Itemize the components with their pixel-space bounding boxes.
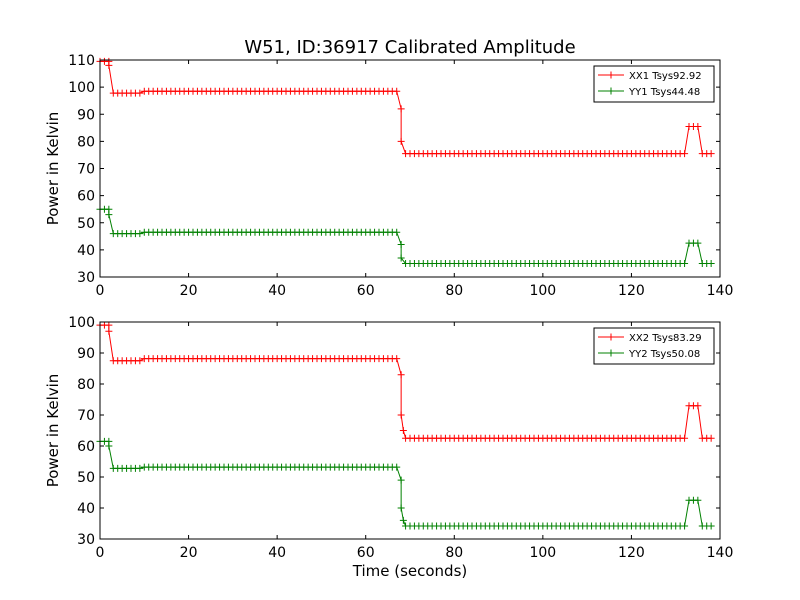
x-tick-label: 120 <box>618 283 645 299</box>
y-tick-label: 40 <box>77 243 95 259</box>
y-tick-label: 50 <box>77 216 95 232</box>
data-point <box>397 240 405 248</box>
panel-2: 0 20 40 60 80 100 120 140 30 40 50 60 70 80 90 100 Power… <box>44 315 733 561</box>
data-point <box>397 476 405 484</box>
x-tick-label: 40 <box>268 283 286 299</box>
y-tick-label: 60 <box>77 439 95 455</box>
data-point <box>397 411 405 419</box>
legend-label: XX1 Tsys92.92 <box>629 71 702 82</box>
legend-label: YY1 Tsys44.48 <box>628 87 700 98</box>
data-point <box>694 122 702 130</box>
x-tick-label: 120 <box>618 545 645 561</box>
data-point <box>393 355 401 363</box>
x-tick-label: 140 <box>707 283 734 299</box>
plot-frame <box>99 321 721 540</box>
data-point <box>397 105 405 113</box>
y-tick-label: 50 <box>77 470 95 486</box>
data-point <box>399 427 407 434</box>
y-tick-label: 60 <box>77 189 95 205</box>
x-tick-label: 60 <box>357 283 375 299</box>
x-tick-label: 40 <box>268 545 286 561</box>
data-point <box>105 442 113 450</box>
y-tick-label: 30 <box>77 270 95 286</box>
legend-box <box>593 65 715 103</box>
data-point <box>136 89 144 97</box>
data-point <box>399 516 407 524</box>
data-point <box>136 464 144 472</box>
data-point <box>397 504 405 512</box>
figure-title: W51, ID:36917 Calibrated Amplitude <box>244 37 575 58</box>
legend-label: XX2 Tsys83.29 <box>629 333 702 344</box>
x-tick-label: 100 <box>529 545 556 561</box>
legend-box <box>593 327 715 365</box>
data-point <box>393 228 401 236</box>
data-point <box>681 434 689 442</box>
x-tick-label: 80 <box>445 545 463 561</box>
x-tick-label: 20 <box>180 545 198 561</box>
y-tick-label: 80 <box>77 377 95 393</box>
y-tick-label: 110 <box>68 53 95 69</box>
data-point <box>694 402 702 410</box>
y-tick-label: 100 <box>68 315 95 331</box>
x-tick-label: 100 <box>529 283 556 299</box>
x-tick-label: 140 <box>707 545 734 561</box>
data-point <box>105 327 113 335</box>
data-point <box>707 522 715 530</box>
y-tick-label: 70 <box>77 162 95 178</box>
y-tick-label: 40 <box>77 501 95 517</box>
legend-label: YY2 Tsys50.08 <box>628 349 700 360</box>
y-tick-label: 100 <box>68 80 95 96</box>
x-axis-label: Time (seconds) <box>352 562 468 580</box>
y-tick-label: 90 <box>77 346 95 362</box>
data-point <box>397 371 405 379</box>
y-tick-label: 80 <box>77 134 95 150</box>
data-point <box>136 357 144 365</box>
x-tick-label: 20 <box>180 283 198 299</box>
data-point <box>707 150 715 158</box>
panel-1: 0 20 40 60 80 100 120 140 30 40 50 60 70 80 90 100 110 Po… <box>44 53 733 299</box>
legend-marker <box>607 349 615 357</box>
data-point <box>694 496 702 504</box>
data-point <box>393 87 401 95</box>
x-tick-label: 60 <box>357 545 375 561</box>
y-axis-label: Power in Kelvin <box>44 374 62 488</box>
legend: XX1 Tsys92.92 YY1 Tsys44.48 <box>593 65 715 103</box>
data-point <box>707 434 715 442</box>
data-point <box>105 211 113 219</box>
data-point <box>105 61 113 69</box>
legend: XX2 Tsys83.29 YY2 Tsys50.08 <box>593 327 715 365</box>
data-point <box>681 150 689 158</box>
y-axis-label: Power in Kelvin <box>44 112 62 226</box>
x-tick-label: 0 <box>96 283 105 299</box>
data-point <box>681 522 689 530</box>
data-point <box>397 137 405 145</box>
data-point <box>393 463 401 471</box>
x-tick-label: 0 <box>96 545 105 561</box>
data-point <box>105 321 113 329</box>
data-point <box>681 259 689 267</box>
y-tick-label: 30 <box>77 532 95 548</box>
x-tick-label: 80 <box>445 283 463 299</box>
data-point <box>694 239 702 247</box>
data-point <box>707 259 715 267</box>
panels: 0 20 40 60 80 100 120 140 30 40 50 60 70 80 90 100 110 Po… <box>44 53 733 561</box>
legend-marker <box>607 333 615 341</box>
legend-marker <box>607 71 615 79</box>
data-point <box>397 254 405 262</box>
data-point <box>136 230 144 238</box>
y-tick-label: 90 <box>77 107 95 123</box>
y-tick-label: 70 <box>77 408 95 424</box>
legend-marker <box>607 87 615 95</box>
